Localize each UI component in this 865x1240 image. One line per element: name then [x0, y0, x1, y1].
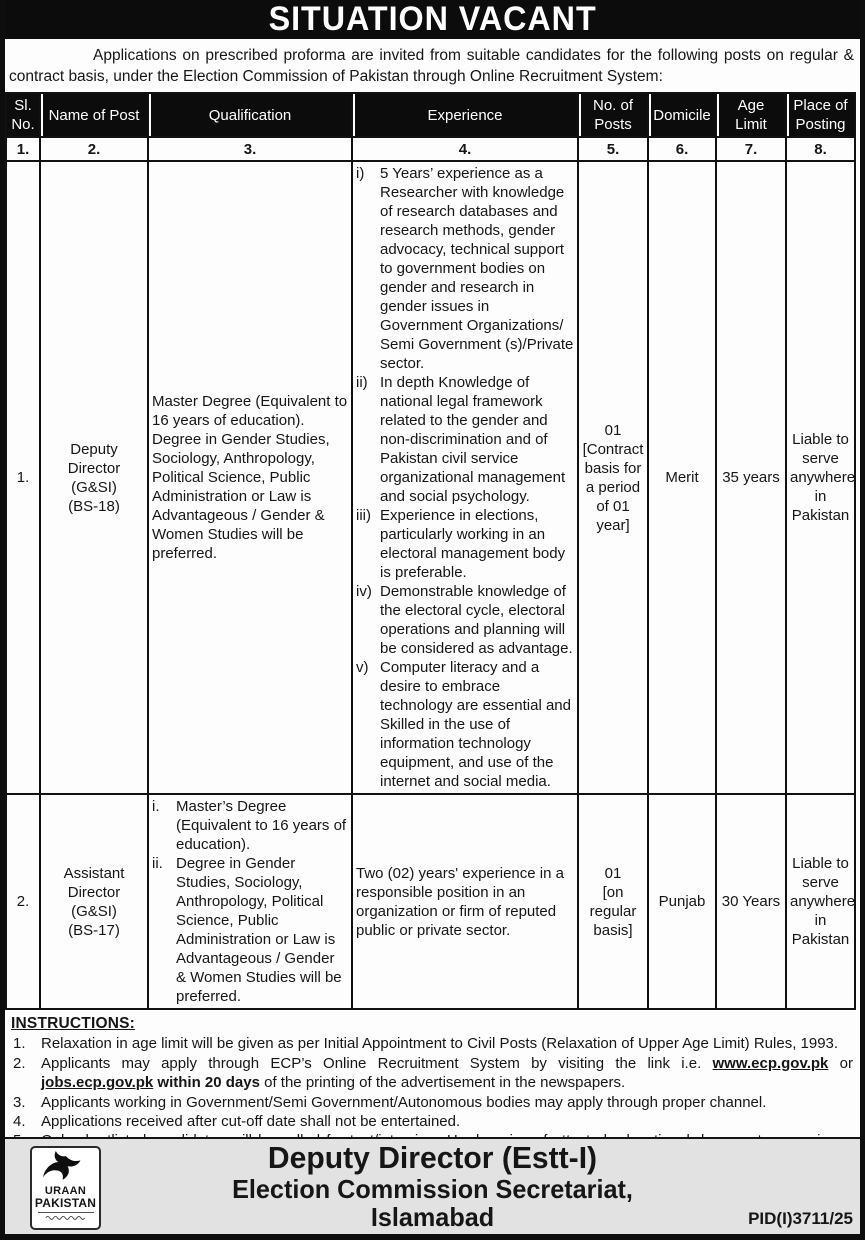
- intro-paragraph: Applications on prescribed proforma are …: [9, 47, 854, 85]
- logo-text-pakistan: PAKISTAN: [34, 1196, 97, 1210]
- experience-item: i) 5 Years’ experience as a Researcher w…: [356, 164, 574, 373]
- cell-sl-no: 1.: [5, 160, 41, 795]
- organization-city: Islamabad: [370, 1202, 495, 1232]
- instruction-number: 3.: [13, 1093, 26, 1111]
- logo-text-uraan: URAAN: [44, 1185, 87, 1197]
- vacancies-table: Sl. No. Name of Post Qualification Exper…: [5, 92, 856, 1010]
- col-header-name-of-post: Name of Post: [39, 92, 149, 138]
- instruction-segment: Relaxation in age limit will be given as…: [41, 1035, 839, 1053]
- col-number: 2.: [39, 136, 149, 162]
- instruction-number: 4.: [13, 1113, 26, 1131]
- table-row-deputy-director: 1. Deputy Director (G&SI) (BS-18) Master…: [5, 160, 856, 795]
- cell-sl-no: 2.: [5, 793, 41, 1010]
- experience-item: iv) Demonstrable knowledge of the electo…: [356, 582, 574, 658]
- table-row-assistant-director: 2. Assistant Director (G&SI) (BS-17) i. …: [5, 793, 856, 1010]
- list-marker: iii): [356, 507, 371, 524]
- qualification-item: i. Master’s Degree (Equivalent to 16 yea…: [152, 797, 348, 854]
- list-marker: ii.: [152, 855, 163, 872]
- experience-item: iii) Experience in elections, particular…: [356, 506, 574, 582]
- col-number: 3.: [147, 136, 353, 162]
- signatory-title: Deputy Director (Estt-I): [267, 1140, 598, 1175]
- instruction-item: 2. Applicants may apply through ECP’s On…: [11, 1054, 853, 1093]
- experience-text: Experience in elections, particularly wo…: [380, 507, 566, 581]
- bird-icon: [42, 1151, 80, 1180]
- pid-reference-number: PID(I)3711/25: [748, 1209, 853, 1228]
- instruction-segment: or: [828, 1054, 853, 1072]
- col-number: 4.: [351, 136, 579, 162]
- col-number: 5.: [577, 136, 649, 162]
- col-number: 8.: [785, 136, 856, 162]
- cell-name-of-post: Assistant Director (G&SI) (BS-17): [39, 793, 149, 1010]
- experience-text: Demonstrable knowledge of the electoral …: [380, 583, 573, 657]
- col-number: 7.: [715, 136, 787, 162]
- col-header-age-limit: Age Limit: [715, 92, 787, 138]
- list-marker: i.: [152, 798, 160, 815]
- cell-domicile: Punjab: [647, 793, 717, 1010]
- qualification-text: Degree in Gender Studies, Sociology, Ant…: [176, 855, 342, 1005]
- experience-item: ii) In depth Knowledge of national legal…: [356, 373, 574, 506]
- ecp-website-link: www.ecp.gov.pk: [712, 1054, 829, 1072]
- instruction-segment: Applicants working in Government/Semi Go…: [41, 1093, 767, 1111]
- col-header-no-of-posts: No. of Posts: [577, 92, 649, 138]
- title-banner: SITUATION VACANT: [5, 0, 860, 39]
- instruction-item: 3. Applicants working in Government/Semi…: [11, 1093, 853, 1112]
- organization-name: Election Commission Secretariat,: [232, 1174, 633, 1204]
- instruction-text: Applications received after cut-off date…: [41, 1112, 853, 1131]
- list-marker: ii): [356, 374, 368, 391]
- cell-qualification: Master Degree (Equivalent to 16 years of…: [147, 160, 353, 795]
- col-header-domicile: Domicile: [647, 92, 717, 138]
- instruction-segment: Applicants may apply through ECP’s Onlin…: [41, 1054, 713, 1072]
- col-header-qualification: Qualification: [147, 92, 353, 138]
- cell-no-of-posts: 01 [on regular basis]: [577, 793, 649, 1010]
- list-marker: i): [356, 165, 365, 182]
- experience-text: In depth Knowledge of national legal fra…: [380, 374, 566, 505]
- cell-place-of-posting: Liable to serve anywhere in Pakistan: [785, 793, 856, 1010]
- instruction-segment: within 20 days: [153, 1074, 260, 1092]
- col-number: 6.: [647, 136, 717, 162]
- column-number-row: 1. 2. 3. 4. 5. 6. 7. 8.: [5, 136, 856, 162]
- col-header-sl-no: Sl. No.: [5, 92, 41, 138]
- qualification-item: ii. Degree in Gender Studies, Sociology,…: [152, 854, 348, 1006]
- uraan-pakistan-logo: URAAN PAKISTAN: [30, 1146, 101, 1230]
- cell-experience: i) 5 Years’ experience as a Researcher w…: [351, 160, 579, 795]
- list-marker: iv): [356, 583, 372, 600]
- instruction-item: 1. Relaxation in age limit will be given…: [11, 1034, 853, 1053]
- cell-place-of-posting: Liable to serve anywhere in Pakistan: [785, 160, 856, 795]
- list-marker: v): [356, 659, 369, 676]
- page-title: SITUATION VACANT: [268, 0, 597, 38]
- table-header-row: Sl. No. Name of Post Qualification Exper…: [5, 92, 856, 138]
- instruction-text: Relaxation in age limit will be given as…: [41, 1034, 853, 1053]
- cell-no-of-posts: 01 [Contract basis for a period of 01 ye…: [577, 160, 649, 795]
- signature-block: Deputy Director (Estt-I) Election Commis…: [5, 1140, 860, 1232]
- instruction-text: Applicants working in Government/Semi Go…: [41, 1093, 853, 1112]
- signature-footer: URAAN PAKISTAN Deputy Director (Estt-I) …: [5, 1137, 860, 1234]
- experience-item: v) Computer literacy and a desire to emb…: [356, 658, 574, 791]
- experience-text: Computer literacy and a desire to embrac…: [380, 659, 571, 790]
- ecp-jobs-link: jobs.ecp.gov.pk: [41, 1074, 154, 1092]
- logo-urdu-tagline: [37, 1212, 94, 1220]
- cell-qualification: i. Master’s Degree (Equivalent to 16 yea…: [147, 793, 353, 1010]
- instruction-segment: of the printing of the advertisement in …: [259, 1074, 626, 1092]
- col-number: 1.: [5, 136, 41, 162]
- col-header-place-of-posting: Place of Posting: [785, 92, 856, 138]
- experience-text: 5 Years’ experience as a Researcher with…: [380, 165, 574, 372]
- cell-age-limit: 30 Years: [715, 793, 787, 1010]
- instruction-item: 4. Applications received after cut-off d…: [11, 1112, 853, 1131]
- cell-name-of-post: Deputy Director (G&SI) (BS-18): [39, 160, 149, 795]
- instruction-number: 1.: [13, 1035, 26, 1053]
- cell-domicile: Merit: [647, 160, 717, 795]
- col-header-experience: Experience: [351, 92, 579, 138]
- instruction-segment: Applications received after cut-off date…: [41, 1113, 461, 1131]
- cell-age-limit: 35 years: [715, 160, 787, 795]
- instruction-number: 2.: [13, 1054, 26, 1072]
- qualification-text: Master’s Degree (Equivalent to 16 years …: [176, 798, 347, 853]
- instruction-text: Applicants may apply through ECP’s Onlin…: [41, 1054, 853, 1093]
- instructions-heading: INSTRUCTIONS:: [11, 1015, 136, 1032]
- cell-experience: Two (02) years' experience in a responsi…: [351, 793, 579, 1010]
